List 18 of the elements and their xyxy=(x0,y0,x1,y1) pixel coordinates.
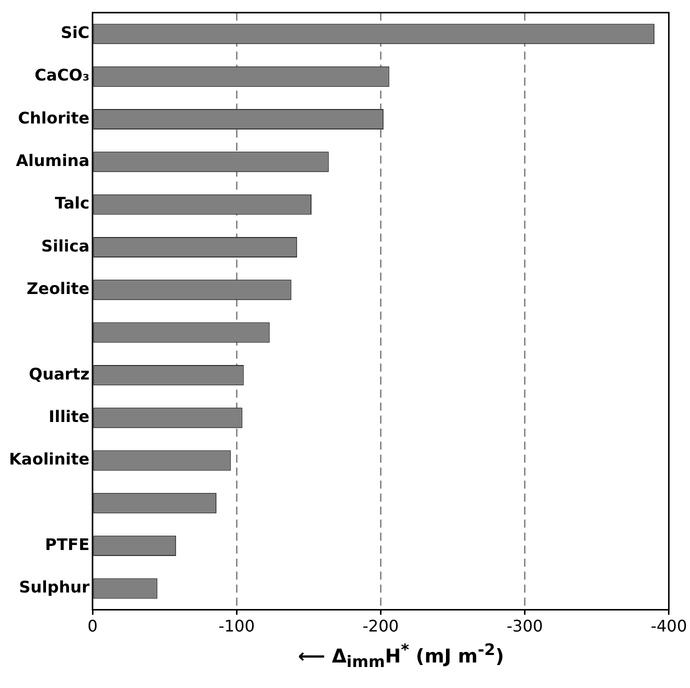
y-tick-label: Silica xyxy=(41,236,90,256)
y-tick-label: Chlorite xyxy=(18,108,90,128)
x-axis-title: ⟵ Δ$_{imm}$H$^{*}$ (mJ m$^{-2}$) xyxy=(296,640,506,672)
y-tick-label: Quartz xyxy=(28,364,90,384)
y-tick-label: Talc xyxy=(54,194,90,213)
y-tick-label: Illite xyxy=(48,407,90,426)
y-tick-label: Alumina xyxy=(16,151,90,170)
x-tick-label: -300 xyxy=(506,616,543,636)
y-tick-label: SiC xyxy=(60,23,90,42)
y-tick-label: Kaolinite xyxy=(9,450,90,469)
x-tick-label: -100 xyxy=(218,616,255,636)
y-tick-label: PTFE xyxy=(45,534,90,554)
x-tick-label: -200 xyxy=(362,616,399,636)
x-tick-label: -400 xyxy=(650,616,687,636)
y-tick-label: Zeolite xyxy=(26,279,90,298)
y-tick-label: CaCO₃ xyxy=(34,66,90,85)
y-tick-label: Sulphur xyxy=(19,578,90,597)
x-tick-label: 0 xyxy=(87,616,98,636)
